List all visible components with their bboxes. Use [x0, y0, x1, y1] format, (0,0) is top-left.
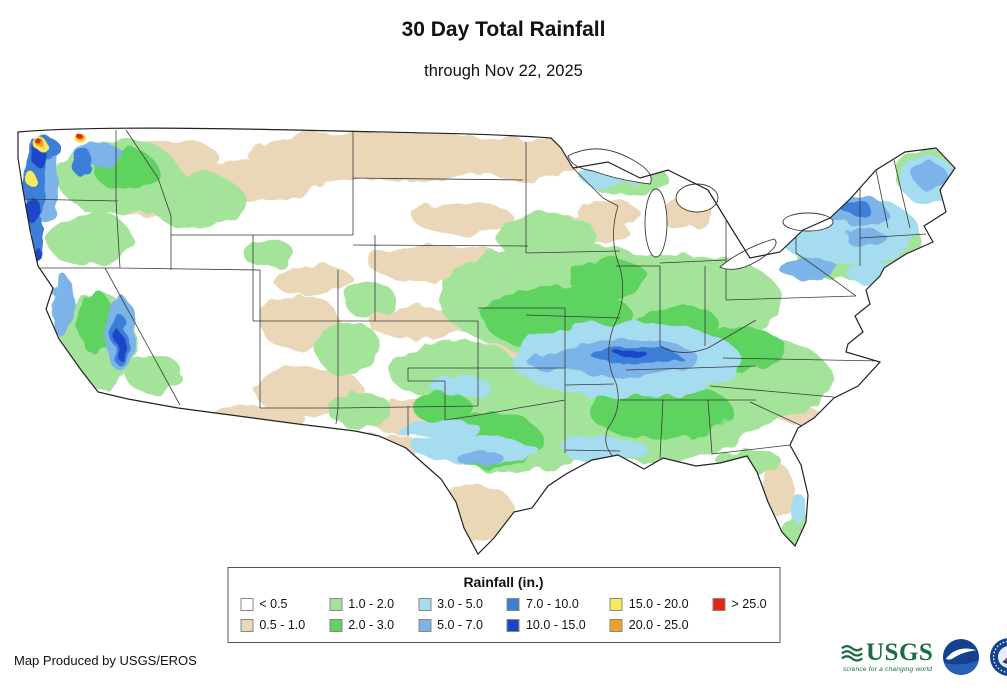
usgs-logo: USGS science for a changing world [841, 640, 933, 674]
rainfall-map [8, 118, 968, 555]
rainfall-legend: Rainfall (in.) < 0.5 0.5 - 1.0 1.0 - 2.0 [227, 567, 780, 643]
legend-swatch [609, 618, 623, 632]
legend-swatch [329, 618, 343, 632]
legend-label: 1.0 - 2.0 [348, 597, 395, 611]
legend-item: 10.0 - 15.0 [506, 616, 586, 634]
lake-superior [567, 148, 652, 185]
great-lakes [567, 148, 834, 270]
agency-logos: USGS science for a changing world [841, 637, 1007, 677]
legend-item: 3.0 - 5.0 [418, 595, 483, 613]
legend-label: 15.0 - 20.0 [628, 597, 689, 611]
us-rainfall-choropleth [17, 127, 956, 555]
legend-item: > 25.0 [712, 595, 767, 613]
page-subtitle: through Nov 22, 2025 [424, 62, 583, 80]
usgs-tagline: science for a changing world [843, 666, 933, 674]
legend-grid: < 0.5 0.5 - 1.0 1.0 - 2.0 2.0 - 3.0 [240, 595, 767, 634]
legend-label: > 25.0 [731, 597, 767, 611]
nws-logo [990, 638, 1007, 676]
lake-michigan [644, 188, 668, 258]
legend-swatch [329, 597, 343, 611]
usgs-wave-icon [841, 645, 863, 662]
legend-item: 2.0 - 3.0 [329, 616, 394, 634]
legend-item: 15.0 - 20.0 [609, 595, 689, 613]
legend-item: 0.5 - 1.0 [240, 616, 305, 634]
legend-label: 20.0 - 25.0 [628, 618, 689, 632]
lake-ontario [782, 212, 834, 232]
legend-swatch [240, 597, 254, 611]
legend-swatch [506, 618, 520, 632]
legend-label: 10.0 - 15.0 [525, 618, 586, 632]
legend-item: 20.0 - 25.0 [609, 616, 689, 634]
legend-label: 7.0 - 10.0 [525, 597, 579, 611]
legend-label: 5.0 - 7.0 [437, 618, 483, 632]
usgs-wordmark: USGS [866, 639, 934, 667]
legend-item: 7.0 - 10.0 [506, 595, 586, 613]
legend-item: 5.0 - 7.0 [418, 616, 483, 634]
rainfall-shading [24, 130, 955, 555]
lake-huron [675, 183, 719, 213]
legend-item: 1.0 - 2.0 [329, 595, 394, 613]
legend-title: Rainfall (in.) [463, 574, 544, 590]
legend-swatch [240, 618, 254, 632]
legend-swatch [418, 618, 432, 632]
legend-swatch [712, 597, 726, 611]
legend-swatch [418, 597, 432, 611]
noaa-logo [943, 638, 980, 676]
legend-label: 0.5 - 1.0 [259, 618, 306, 632]
legend-label: < 0.5 [259, 597, 288, 611]
map-credit: Map Produced by USGS/EROS [14, 653, 197, 668]
state-boundaries [19, 129, 927, 464]
legend-label: 3.0 - 5.0 [437, 597, 483, 611]
page-title: 30 Day Total Rainfall [401, 18, 606, 41]
legend-item: < 0.5 [240, 595, 305, 613]
legend-swatch [506, 597, 520, 611]
legend-swatch [609, 597, 623, 611]
legend-label: 2.0 - 3.0 [348, 618, 395, 632]
